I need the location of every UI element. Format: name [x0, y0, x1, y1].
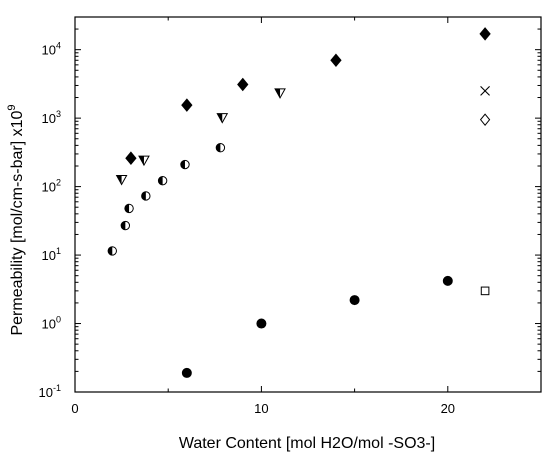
y-tick-label: 100	[42, 315, 61, 332]
data-point-circle-filled	[349, 295, 360, 306]
data-point-circle-half	[141, 191, 151, 201]
y-tick-label: 102	[42, 178, 61, 195]
data-point-diamond-filled	[237, 77, 249, 92]
data-point-circle-half	[215, 142, 226, 153]
data-point-diamond-filled	[330, 53, 342, 68]
data-point-triangle-half	[138, 155, 150, 167]
data-point-x	[480, 86, 490, 96]
data-point-circle-half	[157, 175, 168, 186]
y-tick-label: 103	[42, 109, 61, 126]
y-tick-label: 101	[42, 246, 61, 263]
data-marks	[107, 27, 491, 378]
data-point-diamond-filled	[125, 151, 137, 165]
plot-frame	[74, 16, 542, 393]
y-tick-label: 10-1	[39, 383, 61, 400]
data-point-diamond-filled	[181, 98, 193, 112]
data-point-circle-half	[107, 246, 117, 256]
data-point-circle-filled	[181, 367, 192, 378]
data-point-triangle-half	[216, 113, 229, 124]
x-axis-title: Water Content [mol H2O/mol -SO3-]	[179, 435, 435, 452]
data-point-circle-filled	[442, 275, 453, 286]
data-point-diamond-filled	[479, 27, 491, 41]
data-point-circle-filled	[256, 318, 267, 329]
y-axis-title: Permeability [mol/cm-s-bar] x109	[6, 104, 26, 335]
data-point-diamond-open	[479, 113, 491, 126]
x-tick-label: 10	[254, 401, 268, 416]
x-tick-label: 20	[441, 401, 455, 416]
y-axis-title-superscript: 9	[6, 104, 18, 110]
axes: 0 10 20 10-1 100 101 102 103 104	[39, 16, 542, 416]
data-point-circle-half	[180, 159, 190, 170]
data-point-triangle-half	[115, 174, 128, 186]
x-tick-label: 0	[71, 401, 78, 416]
data-point-square-open	[480, 286, 490, 296]
data-point-circle-half	[120, 220, 131, 231]
data-point-triangle-half	[274, 88, 286, 99]
data-point-circle-half	[124, 203, 134, 214]
y-tick-label: 104	[42, 41, 61, 58]
y-axis-title-main: Permeability [mol/cm-s-bar] x10	[9, 110, 26, 335]
